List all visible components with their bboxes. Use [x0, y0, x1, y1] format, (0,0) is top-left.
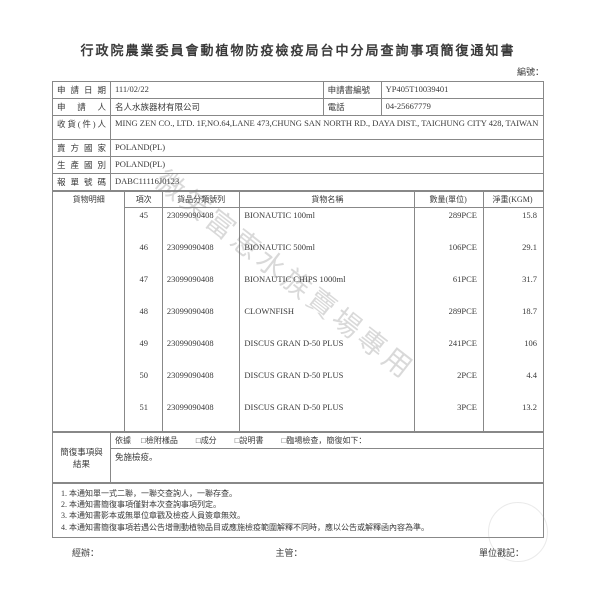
footer-right: 單位戳記：	[479, 546, 524, 559]
reply-table: 簡復事項與結果 依據 □檢附樣品 □成分 □說明書 □臨場檢查，簡復如下： 免施…	[52, 432, 544, 483]
seller: POLAND(PL)	[111, 140, 544, 157]
doc-number-label: 編號：	[52, 65, 544, 78]
footer: 經辦： 主管： 單位戳記：	[52, 546, 544, 559]
reply-label: 簡復事項與結果	[53, 433, 111, 483]
col-code: 貨品分類號列	[162, 192, 239, 208]
reply-basis-row: 依據 □檢附樣品 □成分 □說明書 □臨場檢查，簡復如下：	[111, 433, 544, 449]
origin: POLAND(PL)	[111, 157, 544, 174]
col-wt: 淨重(KGM)	[483, 192, 543, 208]
reply-result: 免施檢疫。	[111, 449, 544, 483]
notes-cell: 1. 本通知單一式二聯，一聯交查詢人，一聯存查。 2. 本通知書簡復事項僅對本次…	[53, 484, 544, 538]
apply-no-label: 申請書編號	[323, 82, 381, 99]
table-row: 48 23099090408 CLOWNFISH 289PCE 18.7	[53, 304, 544, 336]
col-seq: 項次	[125, 192, 162, 208]
bill: DABC11116J0123	[111, 174, 544, 191]
footer-left: 經辦：	[72, 546, 99, 559]
document-title: 行政院農業委員會動植物防疫檢疫局台中分局查詢事項簡復通知書	[52, 40, 544, 59]
items-detail-label: 貨物明細	[53, 192, 125, 432]
seller-label: 賣方國家	[53, 140, 111, 157]
items-table: 貨物明細 項次 貨品分類號列 貨物名稱 數量(單位) 淨重(KGM) 45 23…	[52, 191, 544, 432]
footer-center: 主管：	[275, 546, 302, 559]
table-row: 46 23099090408 BIONAUTIC 500ml 106PCE 29…	[53, 240, 544, 272]
table-row: 51 23099090408 DISCUS GRAN D-50 PLUS 3PC…	[53, 400, 544, 432]
tel-label: 電話	[323, 99, 381, 116]
col-name: 貨物名稱	[240, 192, 415, 208]
consignee-label: 收貨(件)人	[53, 116, 111, 140]
apply-no: YP405T10039401	[381, 82, 543, 99]
applicant-label: 申 請 人	[53, 99, 111, 116]
table-row: 49 23099090408 DISCUS GRAN D-50 PLUS 241…	[53, 336, 544, 368]
table-row: 50 23099090408 DISCUS GRAN D-50 PLUS 2PC…	[53, 368, 544, 400]
table-row: 47 23099090408 BIONAUTIC CHIPS 1000ml 61…	[53, 272, 544, 304]
table-row: 45 23099090408 BIONAUTIC 100ml 289PCE 15…	[53, 208, 544, 240]
applicant: 名人水族器材有限公司	[111, 99, 324, 116]
consignee: MING ZEN CO., LTD. 1F,NO.64,LANE 473,CHU…	[111, 116, 544, 140]
apply-date-label: 申請日期	[53, 82, 111, 99]
notes-table: 1. 本通知單一式二聯，一聯交查詢人，一聯存查。 2. 本通知書簡復事項僅對本次…	[52, 483, 544, 538]
tel: 04-25667779	[381, 99, 543, 116]
col-qty: 數量(單位)	[415, 192, 484, 208]
main-table: 申請日期 111/02/22 申請書編號 YP405T10039401 申 請 …	[52, 81, 544, 191]
origin-label: 生產國別	[53, 157, 111, 174]
apply-date: 111/02/22	[111, 82, 324, 99]
bill-label: 報單號碼	[53, 174, 111, 191]
